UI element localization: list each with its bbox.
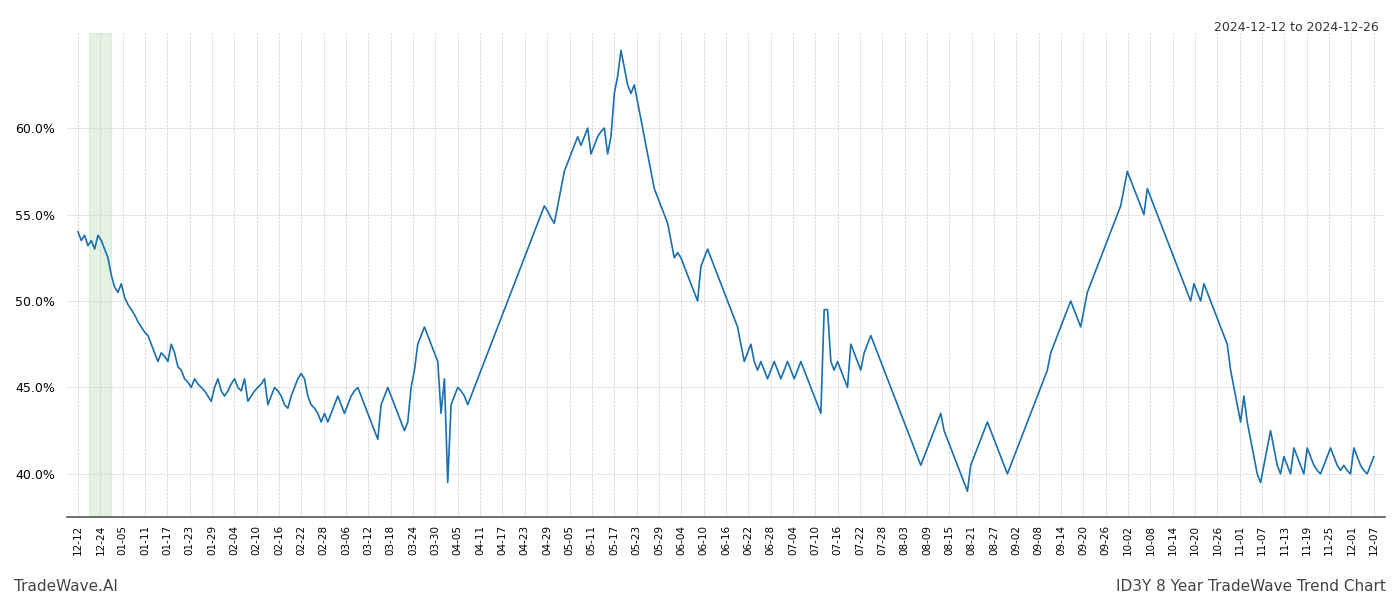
Text: ID3Y 8 Year TradeWave Trend Chart: ID3Y 8 Year TradeWave Trend Chart [1116, 579, 1386, 594]
Text: 2024-12-12 to 2024-12-26: 2024-12-12 to 2024-12-26 [1214, 21, 1379, 34]
Text: TradeWave.AI: TradeWave.AI [14, 579, 118, 594]
Bar [90, 33, 112, 517]
